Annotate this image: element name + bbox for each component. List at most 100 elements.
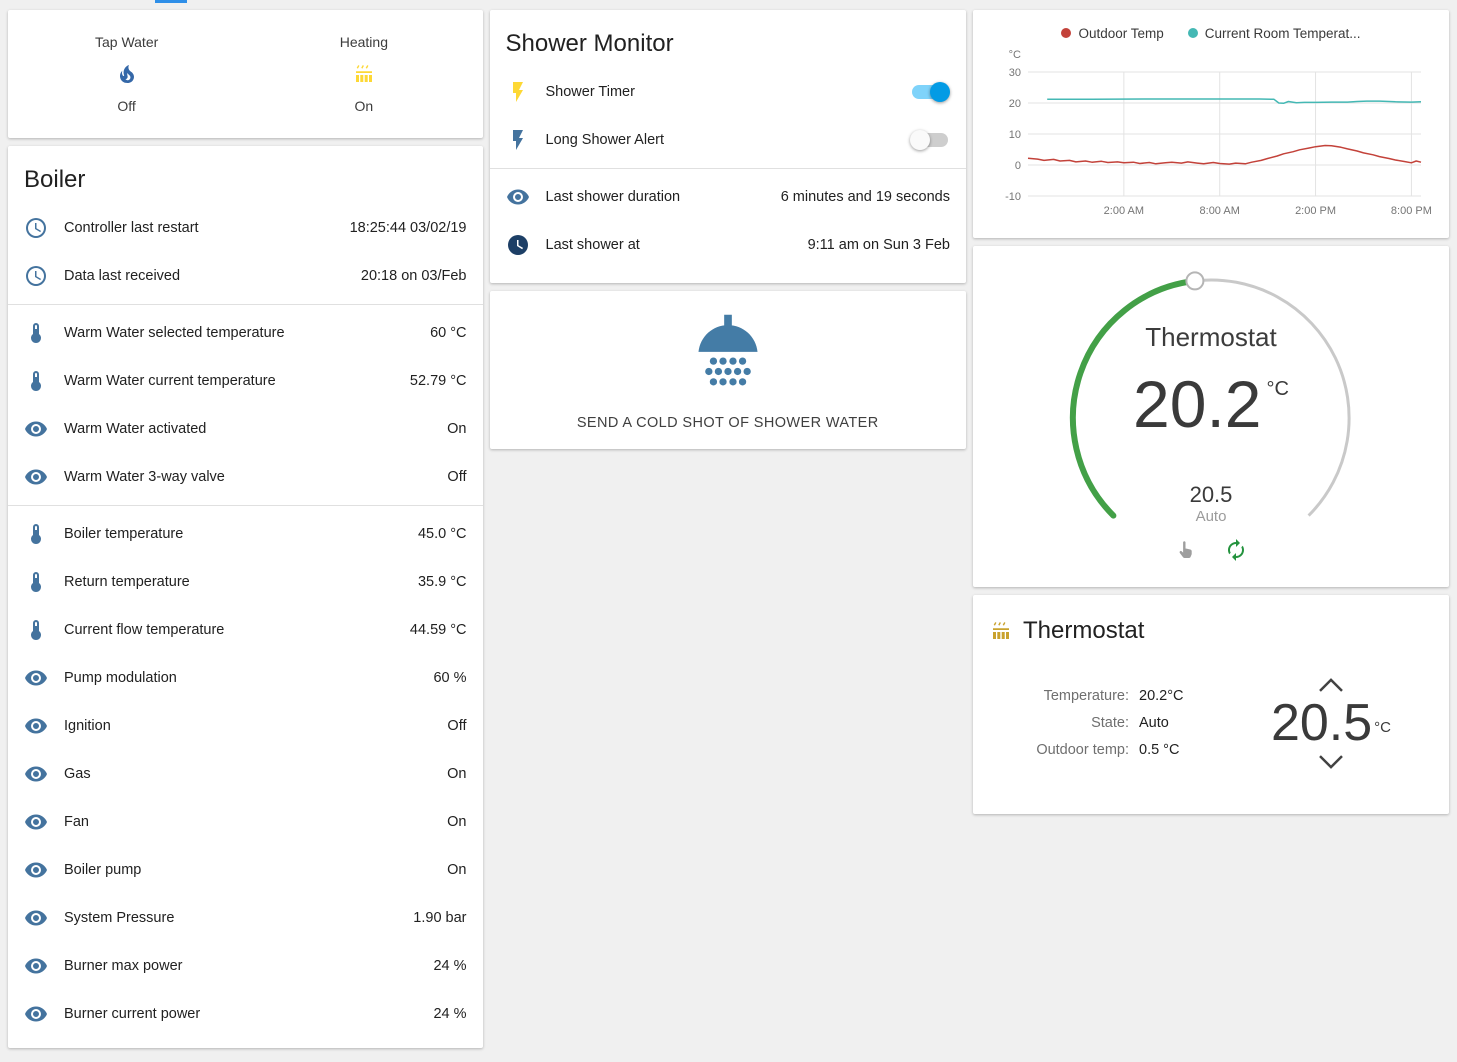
entity-row[interactable]: Last shower at 9:11 am on Sun 3 Feb xyxy=(490,221,967,269)
legend-dot xyxy=(1061,28,1072,38)
entity-row[interactable]: Gas On xyxy=(8,750,483,798)
glance-item-heating[interactable]: Heating On xyxy=(245,34,482,114)
thermostat-card: Thermostat Temperature: 20.2°C State: Auto… xyxy=(973,595,1449,814)
entity-row[interactable]: Last shower duration 6 minutes and 19 se… xyxy=(490,173,967,221)
gauge-track xyxy=(1194,278,1351,517)
target-unit: °C xyxy=(1374,719,1391,736)
shower-timer-toggle[interactable] xyxy=(910,82,950,102)
entity-row[interactable]: Burner current power 24 % xyxy=(8,990,483,1038)
chevron-down-icon[interactable] xyxy=(1314,752,1348,774)
gauge-unit: °C xyxy=(1266,378,1289,400)
clock-icon xyxy=(506,233,530,257)
glance-item-tap-water[interactable]: Tap Water Off xyxy=(8,34,245,114)
gauge-target-temperature: 20.5 xyxy=(1189,482,1233,507)
eye-icon xyxy=(24,954,48,978)
gauge-current-temperature: 20.2 °C xyxy=(1133,367,1289,441)
glance-label: Heating xyxy=(339,34,388,50)
hand-pointer-icon[interactable] xyxy=(1174,538,1198,562)
toggle-thumb xyxy=(930,82,950,102)
entity-row[interactable]: Current flow temperature 44.59 °C xyxy=(8,606,483,654)
legend-label: Outdoor Temp xyxy=(1078,25,1164,41)
svg-text:2:00 PM: 2:00 PM xyxy=(1295,205,1336,217)
eye-icon xyxy=(24,858,48,882)
eye-icon xyxy=(24,762,48,786)
gauge: Thermostat 20.2 °C 20.5 Auto xyxy=(1056,260,1366,562)
shower-head-icon xyxy=(698,314,758,386)
thermometer-icon xyxy=(24,321,48,345)
tap-water-heating-card: Tap Water Off Heating On xyxy=(8,10,483,138)
svg-text:30: 30 xyxy=(1009,67,1021,79)
entity-row[interactable]: Ignition Off xyxy=(8,702,483,750)
radiator-icon xyxy=(352,62,376,86)
entity-row[interactable]: Fan On xyxy=(8,798,483,846)
legend-item[interactable]: Outdoor Temp xyxy=(1061,25,1164,41)
eye-icon xyxy=(24,810,48,834)
glance-label: Tap Water xyxy=(94,34,159,50)
shower-monitor-card: Shower Monitor Shower Timer Long Shower … xyxy=(489,10,967,283)
entity-row[interactable]: Return temperature 35.9 °C xyxy=(8,558,483,606)
thermometer-icon xyxy=(24,522,48,546)
eye-icon xyxy=(24,1002,48,1026)
svg-text:2:00 AM: 2:00 AM xyxy=(1104,205,1144,217)
entity-row[interactable]: Boiler temperature 45.0 °C xyxy=(8,510,483,558)
temperature-chart: 30 20 10 0 -10 2:00 AM 8:00 AM 2:00 PM 8:00 PM °C xyxy=(1005,49,1432,217)
flash-icon xyxy=(506,80,530,104)
gauge-fill xyxy=(1069,277,1198,519)
svg-text:8:00 AM: 8:00 AM xyxy=(1200,205,1240,217)
entity-row[interactable]: Shower Timer xyxy=(490,68,967,116)
entity-row[interactable]: Warm Water current temperature 52.79 °C xyxy=(8,357,483,405)
thermometer-icon xyxy=(24,618,48,642)
chevron-up-icon[interactable] xyxy=(1314,673,1348,695)
entity-row[interactable]: Pump modulation 60 % xyxy=(8,654,483,702)
gauge-title: Thermostat xyxy=(1145,322,1277,352)
flash-icon xyxy=(506,128,530,152)
eye-icon xyxy=(24,906,48,930)
svg-text:8:00 PM: 8:00 PM xyxy=(1391,205,1432,217)
entity-row[interactable]: Long Shower Alert xyxy=(490,116,967,164)
gauge-mode: Auto xyxy=(1195,508,1227,525)
thermostat-gauge-card: Thermostat 20.2 °C 20.5 Auto xyxy=(973,246,1449,587)
active-tab-indicator[interactable] xyxy=(155,0,187,3)
temperature-history-card: Outdoor Temp Current Room Temperat... 30 2… xyxy=(973,10,1449,238)
entity-row[interactable]: System Pressure 1.90 bar xyxy=(8,894,483,942)
long-shower-alert-toggle[interactable] xyxy=(910,130,950,150)
gauge-knob[interactable] xyxy=(1185,271,1205,291)
divider xyxy=(489,168,966,169)
card-title: Shower Monitor xyxy=(505,30,674,57)
gauge-arc xyxy=(1069,271,1351,519)
svg-text:°C: °C xyxy=(1009,49,1021,61)
thermostat-fields: Temperature: 20.2°C State: Auto Outdoor te… xyxy=(1036,688,1184,759)
left-column: Tap Water Off Heating On Boiler Controll… xyxy=(8,10,483,1048)
thermometer-icon xyxy=(24,369,48,393)
target-temperature: 20.5 °C xyxy=(1270,694,1391,752)
cold-shot-button[interactable]: SEND A COLD SHOT OF SHOWER WATER xyxy=(576,415,879,431)
svg-text:10: 10 xyxy=(1009,129,1021,141)
entity-row[interactable]: Data last received 20:18 on 03/Feb xyxy=(8,252,483,300)
autorenew-icon[interactable] xyxy=(1224,538,1248,562)
entity-row[interactable]: Warm Water activated On xyxy=(8,405,483,453)
glance-state: Off xyxy=(117,98,136,114)
radiator-icon xyxy=(989,619,1013,643)
svg-text:20: 20 xyxy=(1009,98,1021,110)
fire-icon xyxy=(115,62,139,86)
eye-icon xyxy=(506,185,530,209)
cold-shot-card[interactable]: SEND A COLD SHOT OF SHOWER WATER xyxy=(489,291,966,449)
card-title: Thermostat xyxy=(1023,617,1145,644)
legend-dot xyxy=(1187,28,1198,38)
entity-row[interactable]: Warm Water 3-way valve Off xyxy=(8,453,483,501)
chart-legend: Outdoor Temp Current Room Temperat... xyxy=(981,20,1441,46)
boiler-card: Boiler Controller last restart 18:25:44 … xyxy=(8,146,483,1048)
thermometer-icon xyxy=(24,570,48,594)
eye-icon xyxy=(24,666,48,690)
clock-icon xyxy=(24,264,48,288)
eye-icon xyxy=(24,714,48,738)
legend-item[interactable]: Current Room Temperat... xyxy=(1187,26,1361,41)
glance-state: On xyxy=(354,98,374,114)
middle-column: Shower Monitor Shower Timer Long Shower … xyxy=(489,10,967,1048)
svg-text:0: 0 xyxy=(1015,160,1021,172)
entity-row[interactable]: Warm Water selected temperature 60 °C xyxy=(8,309,483,357)
entity-row[interactable]: Controller last restart 18:25:44 03/02/1… xyxy=(8,204,483,252)
entity-row[interactable]: Burner max power 24 % xyxy=(8,942,483,990)
entity-row[interactable]: Boiler pump On xyxy=(8,846,483,894)
eye-icon xyxy=(24,465,48,489)
